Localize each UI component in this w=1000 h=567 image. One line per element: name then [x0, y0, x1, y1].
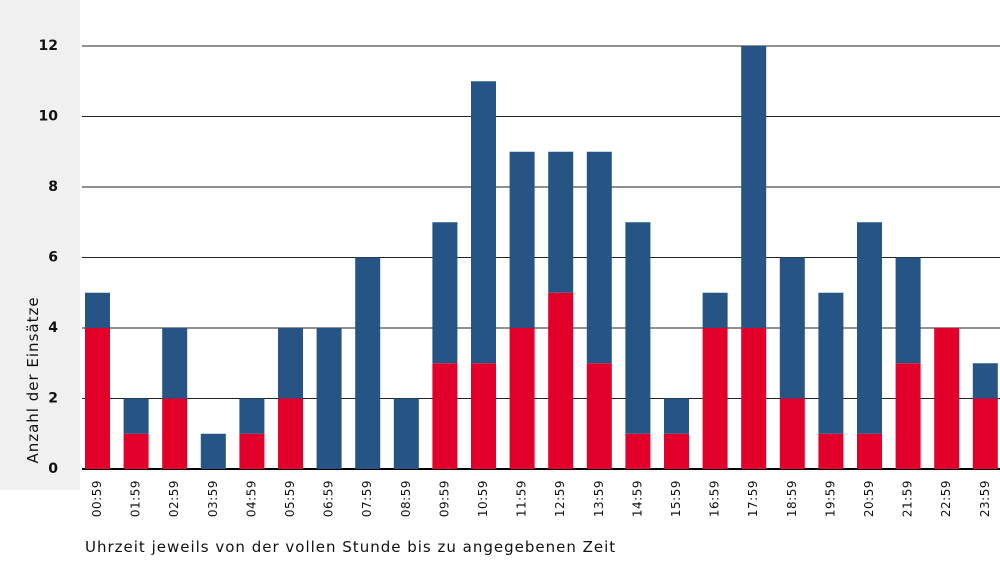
x-tick-label: 14:59: [630, 480, 644, 517]
bar-segment: [664, 433, 689, 469]
bar-segment: [432, 363, 458, 469]
bar-segment: [702, 328, 728, 469]
bar-segment: [625, 433, 651, 469]
x-tick-label: 01:59: [129, 480, 143, 517]
bar-segment: [123, 398, 149, 434]
bar-segment: [779, 257, 805, 399]
bar-segment: [857, 222, 882, 434]
x-tick-label: 13:59: [592, 480, 606, 517]
bar-segment: [162, 328, 188, 399]
bar-segment: [934, 328, 960, 469]
bar-segment: [972, 398, 998, 469]
bar-segment: [509, 151, 535, 328]
x-tick-label: 10:59: [476, 480, 490, 517]
x-axis-title: Uhrzeit jeweils von der vollen Stunde bi…: [85, 538, 616, 556]
bar-segment: [586, 151, 612, 364]
x-tick-label: 16:59: [708, 480, 722, 517]
bar-segment: [471, 363, 496, 469]
bar-segment: [586, 363, 612, 469]
bar-segment: [278, 328, 303, 399]
x-tick-label: 03:59: [206, 480, 220, 517]
x-tick-label: 00:59: [90, 480, 104, 517]
bar-segment: [741, 328, 767, 469]
bar-segment: [972, 363, 998, 399]
bar-segment: [625, 222, 651, 434]
x-tick-label: 12:59: [553, 480, 567, 517]
bar-segment: [857, 433, 882, 469]
x-tick-label: 07:59: [360, 480, 374, 517]
x-tick-label: 02:59: [167, 480, 181, 517]
bar-segment: [162, 398, 188, 469]
bar-segment: [741, 46, 767, 328]
x-tick-label: 22:59: [939, 480, 953, 517]
x-tick-label: 09:59: [437, 480, 451, 517]
bar-segment: [85, 292, 110, 328]
bar-segment: [548, 151, 574, 293]
x-tick-label: 18:59: [785, 480, 799, 517]
y-tick-label: 12: [39, 38, 58, 54]
x-tick-label: 20:59: [862, 480, 876, 517]
bar-segment: [239, 398, 265, 434]
y-tick-label: 2: [48, 391, 58, 407]
bar-segment: [548, 292, 574, 469]
axis-panel: [0, 0, 80, 490]
bar-segment: [393, 398, 419, 469]
bar-segment: [664, 398, 689, 434]
bar-segment: [702, 292, 728, 328]
y-tick-label: 4: [48, 320, 58, 336]
bar-segment: [471, 81, 496, 364]
x-tick-label: 17:59: [746, 480, 760, 517]
bar-segment: [779, 398, 805, 469]
bar-segment: [200, 433, 226, 469]
y-axis-title: Anzahl der Einsätze: [24, 296, 42, 463]
bar-segment: [818, 292, 844, 434]
x-tick-label: 04:59: [244, 480, 258, 517]
bar-segment: [432, 222, 458, 364]
x-tick-label: 23:59: [978, 480, 992, 517]
bar-segment: [278, 398, 303, 469]
bar-segment: [509, 328, 535, 469]
y-tick-label: 8: [48, 179, 58, 195]
x-tick-label: 08:59: [399, 480, 413, 517]
bar-segment: [123, 433, 149, 469]
x-tick-label: 15:59: [669, 480, 683, 517]
y-tick-label: 10: [39, 109, 59, 125]
bar-segment: [316, 328, 342, 469]
x-tick-label: 19:59: [823, 480, 837, 517]
x-tick-label: 21:59: [901, 480, 915, 517]
y-tick-label: 0: [48, 461, 58, 477]
x-tick-label: 11:59: [515, 480, 529, 517]
bar-segment: [355, 257, 381, 469]
x-tick-label: 05:59: [283, 480, 297, 517]
bar-segment: [895, 363, 921, 469]
bar-segment: [85, 328, 110, 469]
x-tick-label: 06:59: [322, 480, 336, 517]
bar-segment: [818, 433, 844, 469]
bar-segment: [895, 257, 921, 364]
y-tick-label: 6: [48, 250, 58, 266]
bar-segment: [239, 433, 265, 469]
